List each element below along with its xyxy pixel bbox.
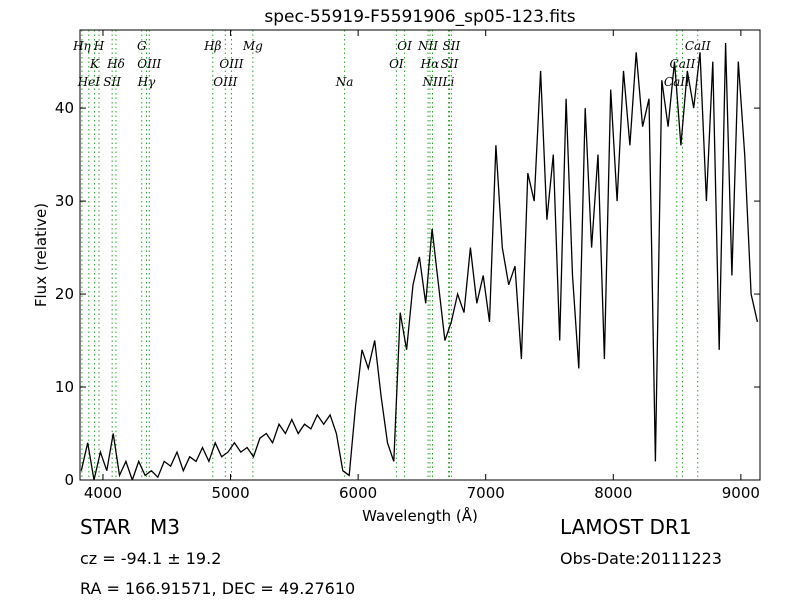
spectrum-line	[80, 42, 759, 480]
spectral-line-label: Hδ	[106, 57, 125, 71]
x-tick-label: 8000	[594, 484, 632, 502]
spectral-line-label: OIII	[213, 75, 237, 89]
spectral-line-label: SII	[443, 39, 461, 53]
spectral-line-label: Na	[335, 75, 354, 89]
y-tick-label: 0	[64, 471, 74, 489]
y-axis-label: Flux (relative)	[32, 203, 50, 307]
coordinates: RA = 166.91571, DEC = 49.27610	[80, 579, 355, 598]
obs-date: Obs-Date:20111223	[560, 549, 722, 568]
spectral-line-label: Hη	[72, 39, 91, 53]
spectral-line-label: OIII	[137, 57, 161, 71]
spectral-line-label: NII	[417, 39, 438, 53]
survey: LAMOST DR1	[560, 515, 692, 539]
spectral-line-label: K	[89, 57, 100, 71]
spectral-line-label: G	[137, 39, 147, 53]
spectral-line-label: Hβ	[203, 39, 221, 53]
y-tick-label: 10	[55, 378, 74, 396]
x-tick-label: 6000	[339, 484, 377, 502]
spectral-line-label: CaII	[664, 75, 690, 89]
spectral-line-label: Li	[442, 75, 455, 89]
y-tick-label: 40	[55, 99, 74, 117]
x-tick-label: 7000	[467, 484, 505, 502]
spectral-line-label: SII	[103, 75, 121, 89]
chart-title: spec-55919-F5591906_sp05-123.fits	[264, 7, 575, 27]
spectral-line-label: OI	[389, 57, 404, 71]
spectral-line-label: Mg	[242, 39, 263, 53]
y-tick-label: 30	[55, 192, 74, 210]
x-axis-label: Wavelength (Å)	[362, 506, 478, 525]
plot-frame	[79, 29, 761, 481]
object-class: STAR M3	[80, 515, 180, 539]
y-tick-label: 20	[55, 285, 74, 303]
spectral-line-label: CaII	[685, 39, 711, 53]
spectral-line-label: OI	[397, 39, 412, 53]
spectral-line-label: SII	[441, 57, 459, 71]
spectral-line-label: H	[93, 39, 105, 53]
spectral-line-label: OIII	[219, 57, 243, 71]
spectral-line-label: Hγ	[137, 75, 156, 89]
spectral-line-label: CaII	[670, 57, 696, 71]
x-tick-label: 5000	[211, 484, 249, 502]
redshift: cz = -94.1 ± 19.2	[80, 549, 221, 568]
x-tick-label: 4000	[84, 484, 122, 502]
spectral-line-label: HeI	[77, 75, 101, 89]
spectral-line-label: Hα	[420, 57, 440, 71]
spectral-line-label: NII	[422, 75, 443, 89]
x-tick-label: 9000	[722, 484, 760, 502]
